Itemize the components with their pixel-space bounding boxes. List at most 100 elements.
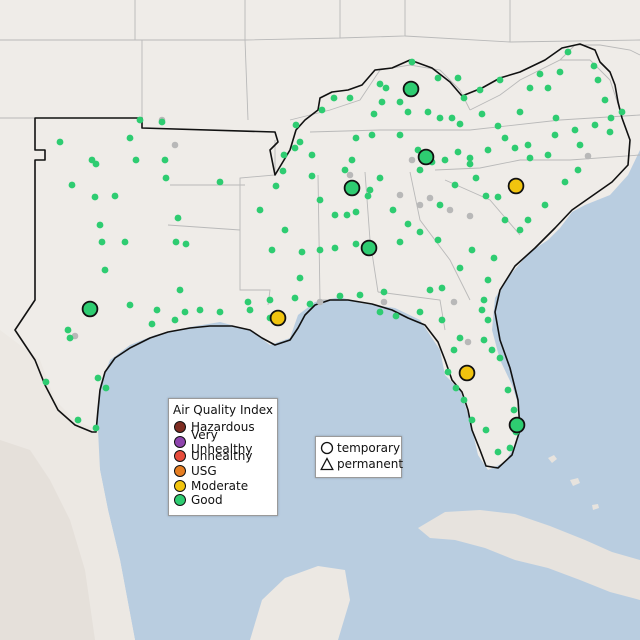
monitor-good bbox=[380, 288, 388, 296]
monitor-good bbox=[318, 106, 326, 114]
legend-swatch-good bbox=[174, 494, 186, 507]
monitor-good bbox=[472, 174, 480, 182]
legend-swatch-unhealthy bbox=[174, 450, 186, 463]
monitor-good bbox=[331, 244, 339, 252]
monitor-good bbox=[434, 74, 442, 82]
monitor-good bbox=[196, 306, 204, 314]
monitor-moderate bbox=[269, 309, 287, 327]
monitor-no-data bbox=[464, 338, 472, 346]
monitor-good bbox=[330, 94, 338, 102]
monitor-good bbox=[478, 110, 486, 118]
monitor-good bbox=[42, 378, 50, 386]
monitor-good bbox=[81, 300, 99, 318]
monitor-good bbox=[341, 166, 349, 174]
monitor-good bbox=[404, 108, 412, 116]
monitor-good bbox=[162, 174, 170, 182]
monitor-good bbox=[376, 308, 384, 316]
type-label-temporary: temporary bbox=[337, 441, 401, 455]
monitor-good bbox=[368, 131, 376, 139]
monitor-good bbox=[396, 238, 404, 246]
monitor-no-data bbox=[316, 298, 324, 306]
monitor-good bbox=[482, 426, 490, 434]
monitor-good bbox=[161, 156, 169, 164]
legend-row-good: Good bbox=[169, 493, 277, 508]
monitor-good bbox=[126, 301, 134, 309]
monitor-good bbox=[508, 416, 526, 434]
monitor-good bbox=[456, 334, 464, 342]
monitor-good bbox=[452, 384, 460, 392]
monitor-good bbox=[364, 192, 372, 200]
monitor-good bbox=[606, 128, 614, 136]
monitor-good bbox=[451, 181, 459, 189]
monitor-good bbox=[268, 246, 276, 254]
monitor-good bbox=[66, 334, 74, 342]
monitor-good bbox=[308, 151, 316, 159]
legend-label-good: Good bbox=[191, 493, 223, 508]
monitor-good bbox=[536, 70, 544, 78]
monitor-good bbox=[480, 296, 488, 304]
legend-swatch-hazardous bbox=[174, 421, 186, 434]
monitor-good bbox=[291, 144, 299, 152]
monitor-good bbox=[510, 406, 518, 414]
mexico-hills bbox=[0, 440, 95, 640]
monitor-good bbox=[480, 336, 488, 344]
monitor-good bbox=[501, 216, 509, 224]
monitor-good bbox=[174, 214, 182, 222]
monitor-good bbox=[298, 248, 306, 256]
monitor-good bbox=[484, 146, 492, 154]
monitor-good bbox=[494, 122, 502, 130]
monitor-good bbox=[376, 80, 384, 88]
monitor-good bbox=[281, 226, 289, 234]
monitor-good bbox=[158, 118, 166, 126]
monitor-good bbox=[511, 144, 519, 152]
monitor-good bbox=[484, 276, 492, 284]
monitor-good bbox=[356, 291, 364, 299]
monitor-type-legend: temporary permanent bbox=[315, 436, 403, 478]
monitor-layer bbox=[42, 48, 626, 456]
monitor-no-data bbox=[450, 298, 458, 306]
monitor-good bbox=[460, 396, 468, 404]
monitor-good bbox=[352, 134, 360, 142]
legend-label-moderate: Moderate bbox=[191, 478, 249, 493]
monitor-good bbox=[64, 326, 72, 334]
monitor-good bbox=[402, 80, 420, 98]
monitor-good bbox=[454, 148, 462, 156]
monitor-good bbox=[148, 320, 156, 328]
monitor-good bbox=[476, 86, 484, 94]
monitor-good bbox=[468, 246, 476, 254]
monitor-good bbox=[74, 416, 82, 424]
monitor-good bbox=[434, 236, 442, 244]
monitor-good bbox=[336, 292, 344, 300]
monitor-good bbox=[256, 206, 264, 214]
monitor-good bbox=[68, 181, 76, 189]
monitor-good bbox=[488, 346, 496, 354]
monitor-good bbox=[56, 138, 64, 146]
legend-label-usg: USG bbox=[191, 464, 217, 479]
monitor-good bbox=[576, 141, 584, 149]
monitor-good bbox=[594, 76, 602, 84]
monitor-good bbox=[370, 110, 378, 118]
legend-row-usg: USG bbox=[169, 464, 277, 479]
monitor-good bbox=[516, 108, 524, 116]
monitor-good bbox=[564, 48, 572, 56]
monitor-good bbox=[306, 300, 314, 308]
monitor-good bbox=[482, 192, 490, 200]
monitor-good bbox=[360, 239, 378, 257]
legend-swatch-very-unhealthy bbox=[174, 435, 186, 448]
monitor-good bbox=[416, 308, 424, 316]
aqi-legend-title: Air Quality Index bbox=[172, 403, 274, 417]
monitor-good bbox=[352, 208, 360, 216]
monitor-no-data bbox=[466, 212, 474, 220]
monitor-good bbox=[111, 192, 119, 200]
monitor-good bbox=[484, 316, 492, 324]
monitor-no-data bbox=[446, 206, 454, 214]
monitor-good bbox=[574, 166, 582, 174]
monitor-no-data bbox=[346, 171, 354, 179]
monitor-good bbox=[448, 114, 456, 122]
legend-row-moderate: Moderate bbox=[169, 478, 277, 493]
monitor-good bbox=[506, 444, 514, 452]
monitor-good bbox=[272, 182, 280, 190]
monitor-good bbox=[136, 116, 144, 124]
